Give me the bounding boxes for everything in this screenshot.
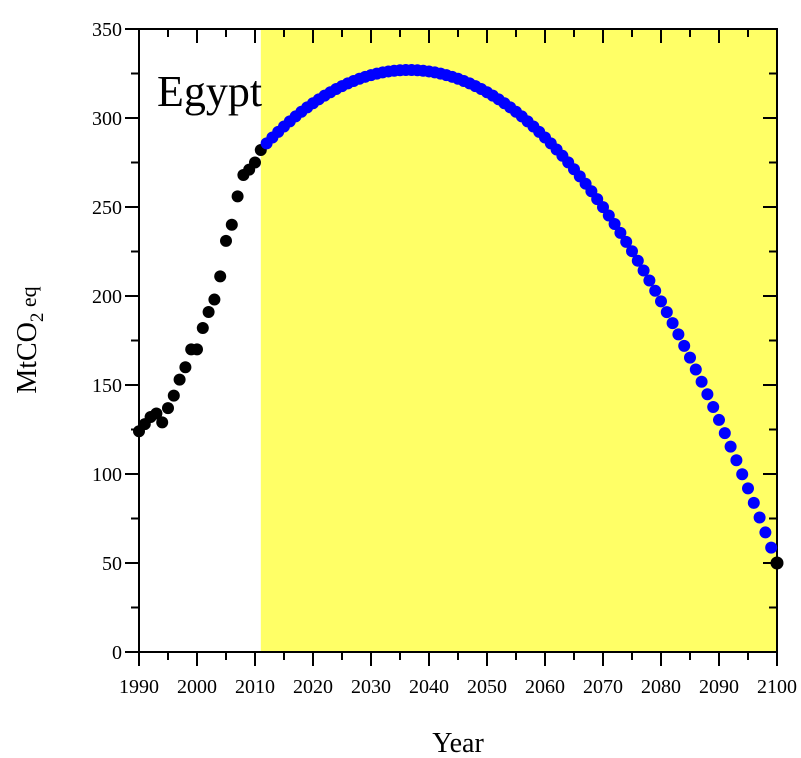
chart-title: Egypt bbox=[157, 67, 262, 116]
y-axis-title-suffix: eq bbox=[16, 286, 41, 312]
projection-point bbox=[637, 264, 650, 277]
projection-point bbox=[689, 363, 702, 376]
x-tick-label: 2020 bbox=[293, 676, 333, 698]
projection-point bbox=[742, 482, 754, 495]
x-tick-label: 2000 bbox=[177, 676, 217, 698]
projection-point bbox=[597, 201, 609, 214]
projection-point bbox=[660, 306, 673, 319]
projection-shade bbox=[260, 30, 777, 652]
projection-point bbox=[695, 375, 708, 388]
projection-point bbox=[765, 541, 778, 554]
x-tick-label: 2030 bbox=[351, 676, 391, 698]
projection-point bbox=[736, 468, 749, 481]
projection-point bbox=[713, 413, 725, 426]
historical-point bbox=[162, 402, 174, 415]
historical-point bbox=[179, 361, 192, 374]
x-tick-label: 2100 bbox=[757, 676, 797, 698]
historical-point bbox=[150, 407, 163, 420]
y-tick-labels: 0 50 100 150 200 250 300 350 bbox=[92, 19, 122, 664]
x-tick-label: 2010 bbox=[235, 676, 275, 698]
x-tick-label: 2090 bbox=[699, 676, 739, 698]
historical-point bbox=[191, 343, 203, 356]
x-axis-title: Year bbox=[432, 728, 484, 758]
y-tick-label: 250 bbox=[92, 197, 122, 219]
historical-point bbox=[225, 218, 238, 231]
x-tick-label: 2040 bbox=[409, 676, 449, 698]
y-tick-label: 50 bbox=[102, 553, 122, 575]
x-tick-label: 2060 bbox=[525, 676, 565, 698]
data-points bbox=[133, 63, 784, 570]
projection-point bbox=[614, 226, 627, 239]
y-axis-title: MtCO2 eq bbox=[12, 286, 48, 393]
plot-frame bbox=[138, 28, 778, 653]
y-axis-title-subscript: 2 bbox=[27, 313, 48, 323]
endpoint-marker bbox=[770, 556, 784, 570]
y-tick-label: 100 bbox=[92, 464, 122, 486]
projection-point bbox=[753, 511, 766, 524]
historical-point bbox=[249, 156, 261, 169]
projection-point bbox=[608, 218, 621, 231]
projection-point bbox=[643, 274, 656, 287]
y-tick-label: 150 bbox=[92, 375, 122, 397]
axis-ticks bbox=[125, 28, 778, 666]
projection-point bbox=[684, 351, 696, 364]
x-tick-label: 2050 bbox=[467, 676, 507, 698]
historical-point bbox=[214, 270, 227, 283]
projection-point bbox=[626, 245, 638, 258]
historical-point bbox=[220, 234, 232, 247]
historical-point bbox=[196, 322, 209, 335]
projection-point bbox=[602, 209, 615, 222]
historical-point bbox=[173, 373, 186, 386]
y-tick-label: 200 bbox=[92, 286, 122, 308]
projection-point bbox=[724, 440, 737, 453]
projection-point bbox=[718, 427, 731, 440]
y-tick-label: 350 bbox=[92, 19, 122, 41]
projection-point bbox=[759, 526, 772, 539]
projection-point bbox=[631, 254, 644, 267]
y-axis-title-main: MtCO bbox=[12, 322, 43, 394]
historical-point bbox=[208, 293, 221, 306]
projection-point bbox=[666, 317, 679, 330]
projection-point bbox=[730, 454, 743, 467]
projection-point bbox=[678, 339, 691, 352]
x-tick-label: 2080 bbox=[641, 676, 681, 698]
historical-point bbox=[167, 389, 180, 402]
projection-point bbox=[655, 295, 667, 308]
historical-point bbox=[231, 190, 244, 203]
projection-point bbox=[747, 496, 760, 509]
y-tick-label: 0 bbox=[112, 642, 122, 664]
x-tick-label: 1990 bbox=[119, 676, 159, 698]
projection-point bbox=[649, 284, 662, 297]
historical-point bbox=[202, 306, 215, 319]
x-tick-labels: 1990 2000 2010 2020 2030 2040 2050 2060 2070 2080… bbox=[119, 676, 797, 698]
x-tick-label: 2070 bbox=[583, 676, 623, 698]
shaded-region bbox=[260, 30, 777, 652]
projection-point bbox=[620, 235, 633, 248]
projection-point bbox=[672, 328, 685, 341]
historical-point bbox=[156, 416, 169, 429]
y-tick-label: 300 bbox=[92, 108, 122, 130]
projection-point bbox=[701, 388, 714, 401]
projection-point bbox=[707, 400, 720, 413]
